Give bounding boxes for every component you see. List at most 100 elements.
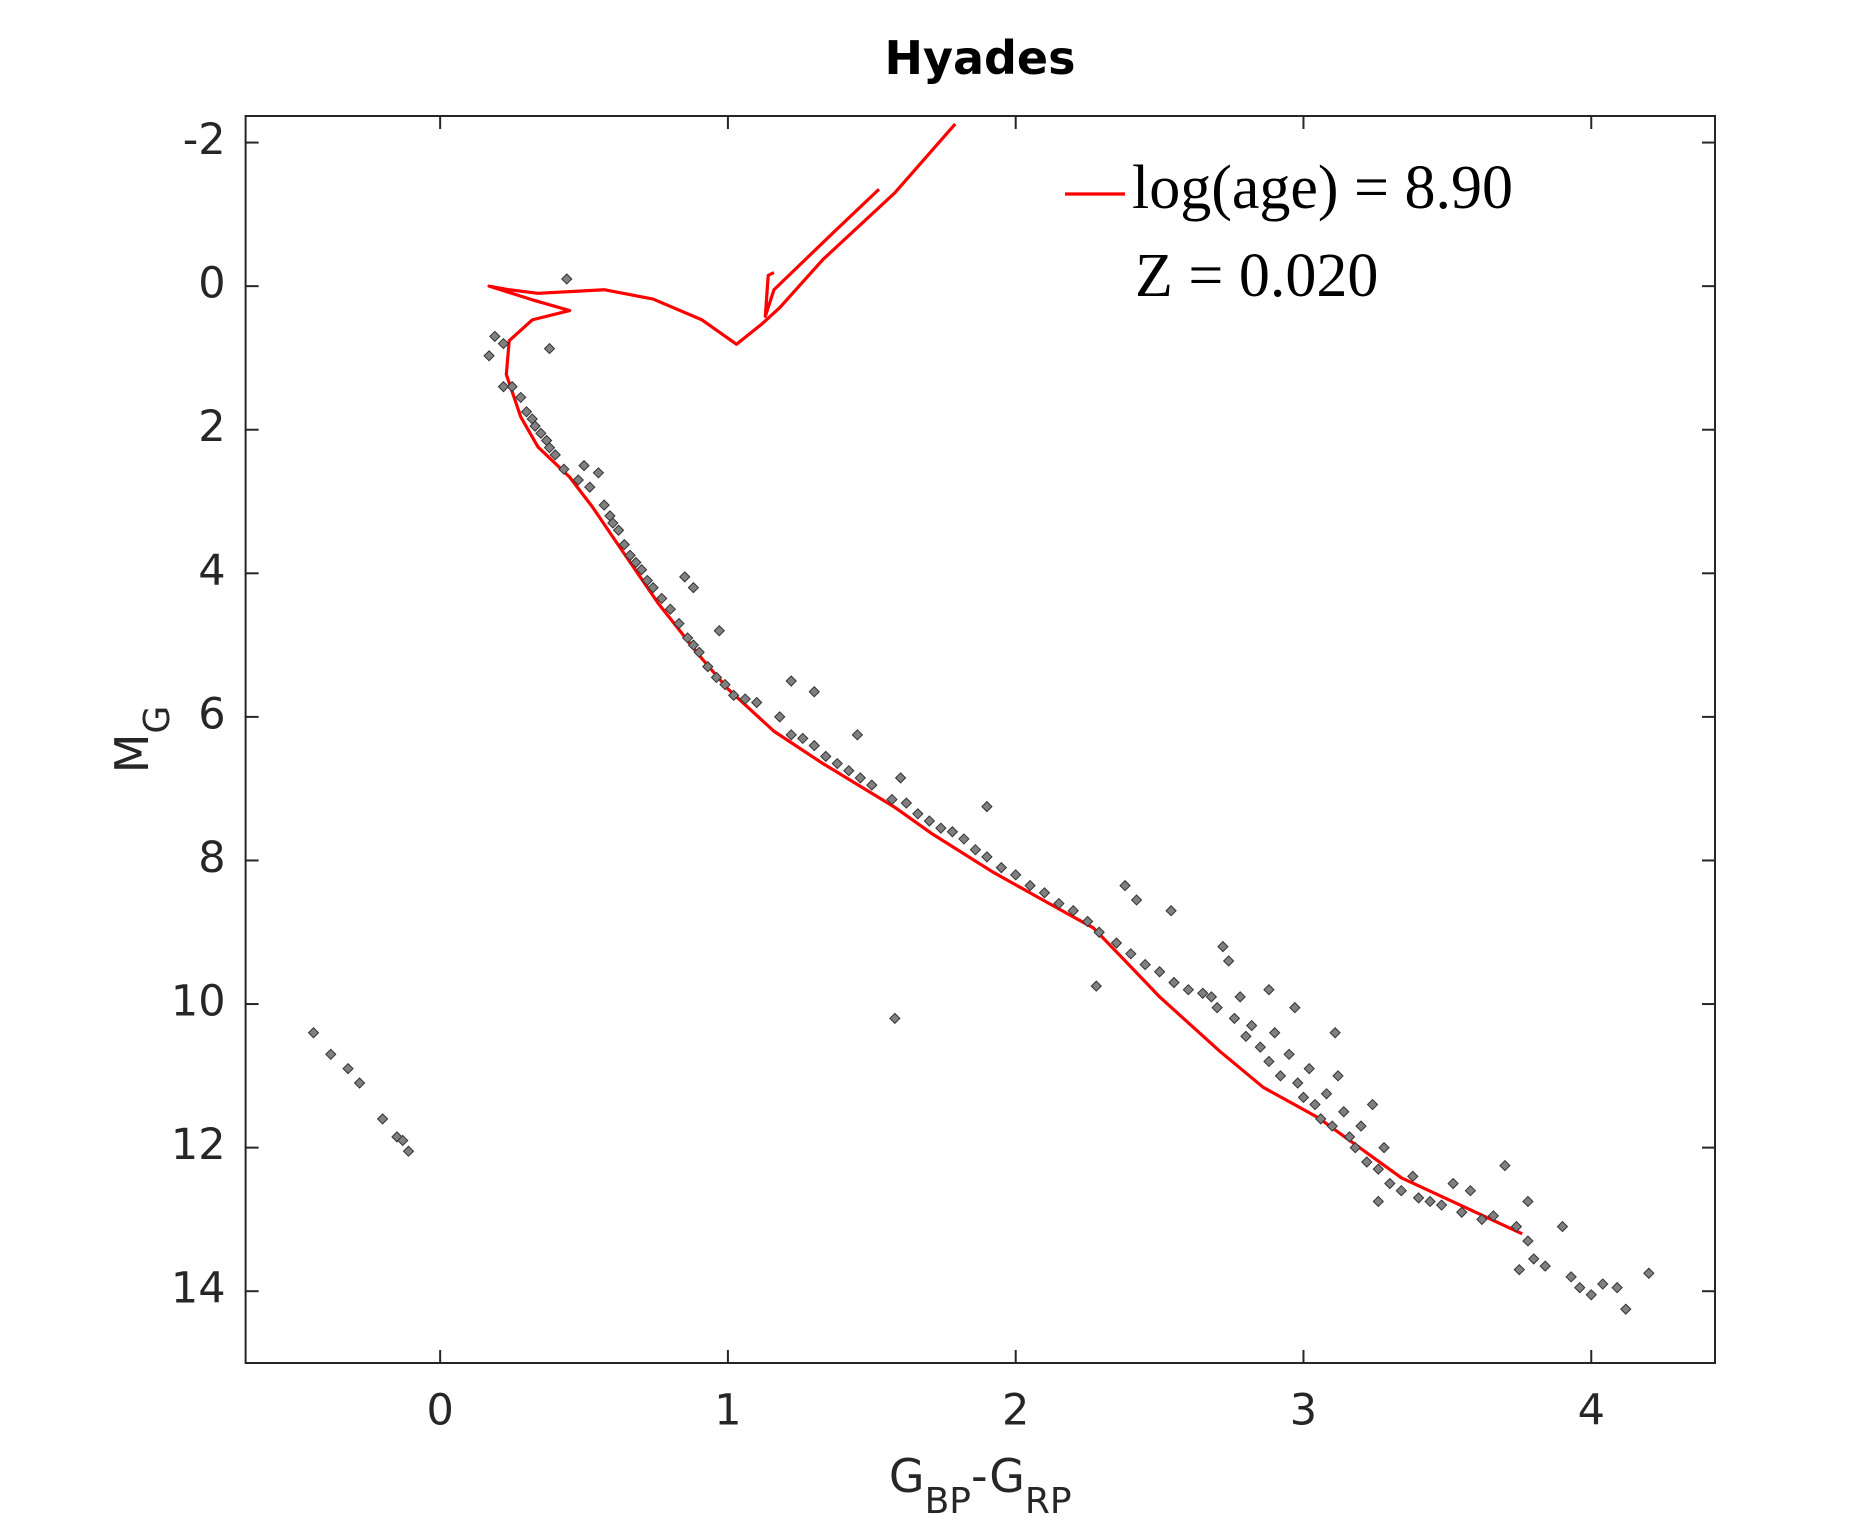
star-point (687, 639, 700, 651)
star-point (886, 793, 898, 806)
star-point (710, 671, 723, 684)
star-point (497, 337, 510, 350)
star-point (612, 524, 625, 536)
star-point (1412, 1192, 1425, 1204)
star-point (1081, 915, 1094, 928)
star-point (598, 499, 610, 511)
x-tick-label: 4 (1578, 1386, 1605, 1436)
star-point (1283, 1048, 1295, 1061)
x-axis-label-part: RP (1025, 1481, 1072, 1520)
star-point (894, 772, 907, 784)
star-point (1090, 980, 1102, 992)
star-point (1395, 1184, 1408, 1197)
star-point (578, 459, 590, 472)
star-point (1539, 1260, 1551, 1272)
star-point (1211, 1001, 1223, 1014)
star-point (1643, 1267, 1655, 1279)
star-point (1343, 1131, 1356, 1143)
x-axis-label-part: G (889, 1449, 925, 1503)
star-point (1565, 1271, 1577, 1283)
star-point (739, 693, 751, 705)
star-point (702, 660, 714, 673)
isochrone-line (763, 188, 881, 318)
star-point (402, 1145, 415, 1157)
star-point (584, 481, 596, 493)
star-point (1326, 1120, 1338, 1132)
star-point (1254, 1041, 1267, 1053)
star-point (1510, 1220, 1523, 1233)
star-point (307, 1027, 320, 1039)
star-point (535, 427, 547, 440)
star-point (489, 330, 501, 343)
y-axis-label: MG (105, 706, 178, 774)
star-point (618, 538, 631, 551)
star-point (1464, 1184, 1477, 1197)
legend-label: log(age) = 8.90 (1132, 154, 1513, 222)
star-point (1522, 1235, 1534, 1247)
star-point (774, 711, 786, 723)
star-point (656, 592, 668, 605)
plot-area (307, 122, 1655, 1315)
star-point (515, 391, 527, 404)
star-point (679, 571, 691, 583)
annotation: Z = 0.020 (1135, 242, 1378, 310)
star-point (1611, 1281, 1623, 1294)
star-point (572, 474, 584, 486)
star-point (797, 732, 809, 745)
star-point (981, 851, 993, 863)
star-point (1522, 1195, 1534, 1208)
star-point (1407, 1170, 1419, 1183)
star-point (1315, 1113, 1327, 1125)
star-point (687, 581, 700, 594)
star-point (1038, 887, 1051, 899)
y-axis-label-part: M (105, 734, 159, 774)
star-point (1372, 1195, 1385, 1208)
star-point (1268, 1027, 1281, 1039)
star-point (558, 463, 570, 475)
star-point (549, 449, 561, 461)
star-point (1303, 1062, 1315, 1075)
star-point (958, 833, 970, 845)
star-point (866, 779, 878, 791)
star-point (808, 739, 820, 752)
star-point (561, 273, 573, 285)
star-point (1217, 940, 1229, 953)
star-point (1384, 1177, 1396, 1190)
star-point (1263, 983, 1275, 996)
x-axis-label-part: -G (971, 1449, 1025, 1503)
star-point (1240, 1030, 1252, 1043)
star-point (785, 729, 797, 741)
y-tick-label: 4 (198, 546, 225, 596)
y-tick-label: 0 (198, 259, 225, 309)
star-point (808, 686, 820, 698)
star-point (1292, 1077, 1304, 1089)
star-point (1067, 905, 1079, 917)
y-tick-label: 14 (171, 1264, 226, 1314)
star-point (889, 1012, 901, 1025)
star-point (1110, 937, 1123, 949)
x-tick-label: 1 (714, 1386, 741, 1436)
star-point (923, 815, 936, 827)
y-tick-label: 2 (198, 402, 225, 452)
star-point (1168, 976, 1180, 989)
star-point (1222, 955, 1235, 967)
star-point (681, 632, 694, 644)
star-point (664, 603, 677, 615)
star-point (506, 380, 518, 393)
star-point (1263, 1055, 1275, 1068)
star-point (1527, 1253, 1540, 1265)
star-point (1139, 958, 1151, 971)
star-point (750, 696, 763, 709)
star-point (1119, 879, 1131, 892)
star-point (673, 617, 685, 630)
x-axis-label: GBP-GRP (889, 1449, 1072, 1520)
star-point (995, 861, 1008, 874)
star-point (1349, 1141, 1361, 1154)
star-point (1165, 905, 1177, 917)
star-point (1355, 1120, 1367, 1132)
star-point (635, 564, 648, 576)
star-point (1320, 1088, 1333, 1100)
star-point (935, 822, 947, 834)
star-point (543, 342, 556, 355)
